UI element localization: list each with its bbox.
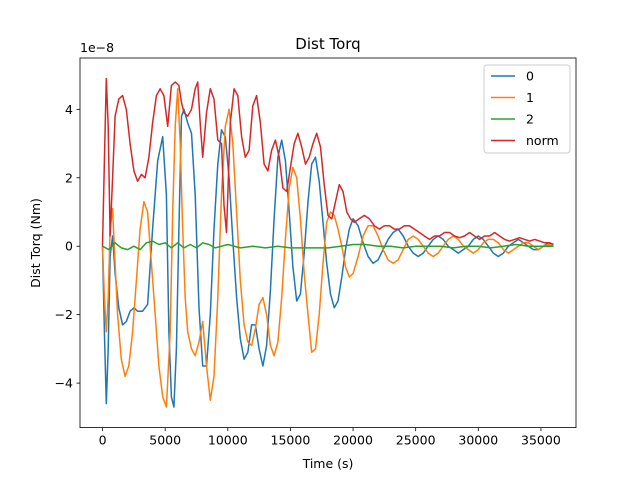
legend-label-0: 0 — [526, 69, 534, 84]
x-tick-label: 35000 — [521, 433, 561, 448]
x-tick-label: 0 — [99, 433, 107, 448]
y-axis-label: Dist Torq (Nm) — [28, 198, 43, 288]
x-tick-label: 25000 — [396, 433, 436, 448]
legend-box — [483, 64, 571, 154]
series-line-2 — [102, 240, 554, 251]
series-line-1 — [101, 88, 554, 408]
x-tick-label: 30000 — [458, 433, 498, 448]
y-axis-multiplier: 1e−8 — [80, 40, 114, 55]
y-tick-label: 0 — [65, 239, 73, 254]
x-axis-ticks: 0 5000 10000 15000 20000 25000 30000 35000 — [99, 427, 561, 448]
series-layer — [101, 77, 554, 408]
y-tick-label: 4 — [65, 102, 73, 117]
x-tick-label: 5000 — [149, 433, 181, 448]
plot-frame — [79, 57, 577, 429]
y-tick-label: −4 — [55, 376, 73, 391]
x-tick-label: 15000 — [271, 433, 311, 448]
x-tick-label: 20000 — [333, 433, 373, 448]
y-axis-ticks: −4 −2 0 2 4 — [55, 102, 80, 391]
legend: 0 1 2 norm — [483, 64, 571, 154]
x-axis-label: Time (s) — [302, 456, 354, 471]
y-tick-label: 2 — [65, 170, 73, 185]
legend-label-2: 2 — [526, 112, 534, 127]
legend-label-3: norm — [526, 133, 559, 148]
x-tick-label: 10000 — [208, 433, 248, 448]
y-tick-label: −2 — [55, 307, 73, 322]
series-line-3 — [101, 77, 554, 247]
series-line-0 — [101, 108, 554, 408]
chart-title: Dist Torq — [295, 35, 360, 53]
legend-label-1: 1 — [526, 90, 534, 105]
